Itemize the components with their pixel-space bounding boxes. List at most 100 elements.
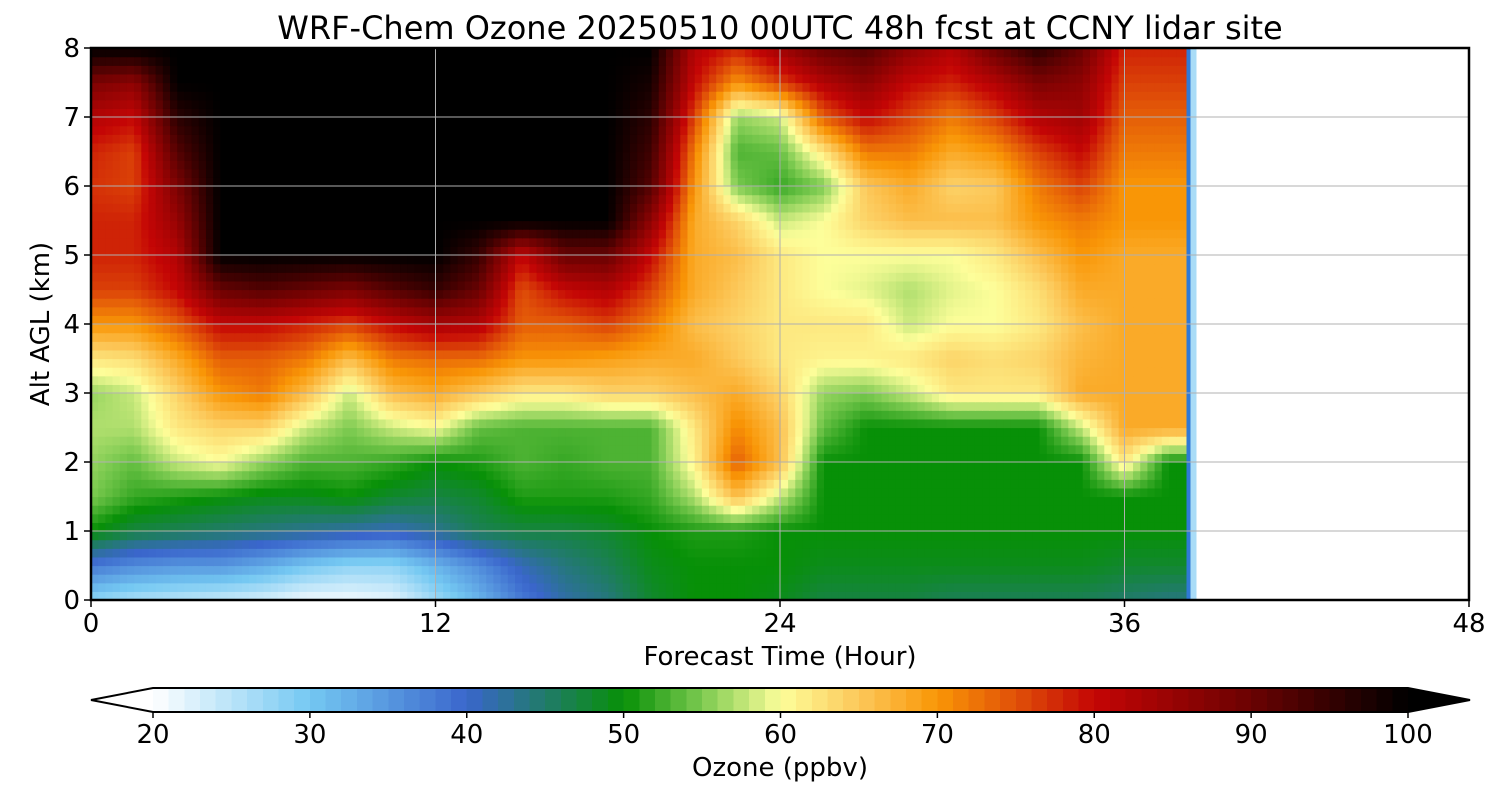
heatmap-cell [852,384,861,394]
heatmap-cell [881,332,890,342]
heatmap-cell [141,582,150,592]
heatmap-cell [752,436,760,446]
heatmap-cell [1032,444,1041,454]
heatmap-cell [780,565,789,575]
heatmap-cell [594,315,602,325]
heatmap-cell [924,582,933,592]
heatmap-cell [752,479,760,489]
heatmap-cell [119,375,128,385]
heatmap-cell [859,505,868,515]
heatmap-cell [234,367,243,377]
heatmap-cell [903,393,911,403]
heatmap-cell [924,436,933,446]
heatmap-cell [903,556,911,567]
heatmap-cell [464,418,473,429]
heatmap-cell [974,401,983,411]
heatmap-cell [313,470,322,480]
heatmap-cell [867,522,875,532]
heatmap-cell [874,462,883,472]
heatmap-cell [1125,332,1134,342]
heatmap-cell [680,591,689,600]
heatmap-cell [867,332,875,342]
heatmap-cell [996,358,1005,368]
heatmap-cell [1025,548,1034,558]
heatmap-cell [910,487,919,498]
heatmap-cell [249,565,257,575]
heatmap-cell [500,591,509,600]
heatmap-cell [701,582,710,592]
heatmap-cell [1118,556,1127,567]
heatmap-cell [859,453,868,463]
heatmap-cell [1025,436,1034,446]
heatmap-cell [536,453,545,463]
heatmap-cell [558,487,566,498]
heatmap-cell [780,539,789,549]
heatmap-cell [895,341,904,351]
heatmap-cell [658,505,667,515]
heatmap-cell [105,401,114,411]
heatmap-cell [924,393,933,403]
heatmap-cell [1068,496,1077,506]
heatmap-cell [917,358,926,368]
heatmap-cell [241,522,250,532]
heatmap-cell [522,349,530,360]
heatmap-cell [98,470,106,480]
heatmap-cell [507,591,516,600]
heatmap-cell [558,462,566,472]
heatmap-cell [974,367,983,377]
heatmap-cell [105,531,114,541]
heatmap-cell [1161,358,1170,368]
heatmap-cell [356,479,365,489]
heatmap-cell [1111,427,1120,437]
heatmap-cell [824,341,832,351]
heatmap-cell [349,479,358,489]
heatmap-cell [241,470,250,480]
heatmap-cell [1154,470,1163,480]
heatmap-cell [960,401,969,411]
heatmap-cell [356,470,365,480]
heatmap-cell [198,565,207,575]
heatmap-cell [263,462,272,472]
heatmap-cell [464,427,473,437]
heatmap-cell [378,341,387,351]
heatmap-cell [428,479,437,489]
heatmap-cell [1176,522,1184,532]
heatmap-cell [191,479,200,489]
heatmap-cell [435,470,444,480]
heatmap-cell [414,375,423,385]
heatmap-cell [622,358,631,368]
heatmap-cell [895,531,904,541]
heatmap-cell [795,367,804,377]
heatmap-cell [342,418,351,429]
heatmap-cell [356,462,365,472]
heatmap-cell [773,427,782,437]
heatmap-cell [1061,582,1069,592]
heatmap-cell [752,556,760,567]
heatmap-cell [1053,522,1062,532]
heatmap-cell [134,358,142,368]
heatmap-cell [241,531,250,541]
heatmap-cell [931,358,940,368]
heatmap-cell [1176,470,1184,480]
heatmap-cell [996,393,1005,403]
heatmap-cell [730,444,739,454]
heatmap-cell [939,393,947,403]
heatmap-cell [292,384,301,394]
heatmap-cell [859,470,868,480]
heatmap-cell [184,539,193,549]
heatmap-cell [960,410,969,420]
heatmap-cell [249,384,257,394]
heatmap-cell [989,591,998,600]
heatmap-cell [479,531,487,541]
heatmap-cell [450,479,459,489]
heatmap-cell [615,410,624,420]
heatmap-cell [744,462,753,472]
heatmap-cell [615,393,624,403]
heatmap-cell [924,453,933,463]
heatmap-cell [1104,367,1113,377]
heatmap-cell [716,324,725,334]
heatmap-cell [378,513,387,523]
heatmap-cell [421,462,430,472]
heatmap-cell [371,591,380,600]
heatmap-cell [227,341,236,351]
